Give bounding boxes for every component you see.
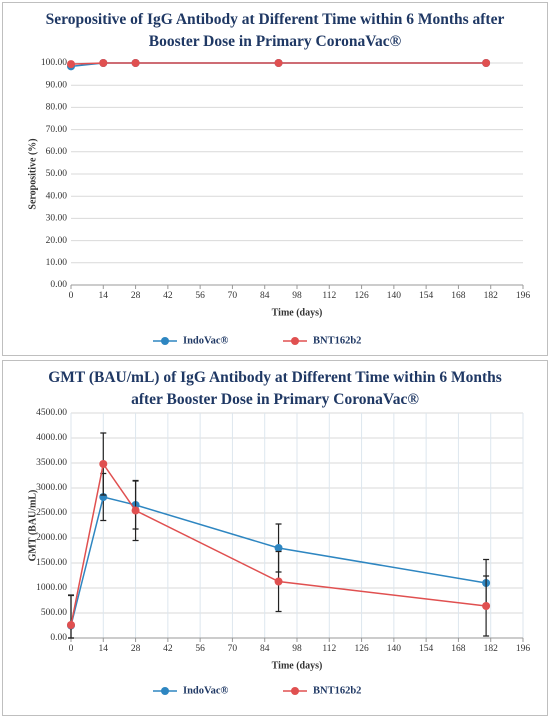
y-tick-label: 0.00	[50, 280, 67, 290]
x-tick-label: 70	[228, 644, 238, 654]
y-tick-label: 100.00	[41, 58, 67, 68]
legend-label: IndoVac®	[183, 335, 229, 346]
data-point	[274, 544, 283, 552]
x-tick-label: 182	[484, 291, 499, 301]
data-point	[131, 506, 140, 515]
x-tick-label: 84	[260, 644, 270, 654]
x-tick-label: 196	[516, 644, 531, 654]
legend-marker	[291, 687, 299, 695]
data-point	[482, 59, 491, 67]
y-tick-label: 90.00	[46, 80, 68, 90]
x-axis-label: Time (days)	[272, 307, 323, 318]
data-point	[131, 59, 140, 67]
x-tick-label: 56	[195, 644, 205, 654]
y-tick-label: 80.00	[46, 103, 68, 113]
legend-label: IndoVac®	[183, 685, 229, 696]
y-tick-label: 4000.00	[36, 433, 67, 443]
x-tick-label: 154	[419, 291, 434, 301]
y-tick-label: 20.00	[46, 236, 68, 246]
x-tick-label: 42	[163, 644, 173, 654]
y-tick-label: 70.00	[46, 125, 68, 135]
x-tick-label: 28	[131, 291, 141, 301]
y-tick-label: 3500.00	[36, 458, 67, 468]
data-point	[67, 621, 75, 629]
chart-title: GMT (BAU/mL) of IgG Antibody at Differen…	[48, 369, 502, 408]
y-tick-label: 60.00	[46, 147, 68, 157]
data-point	[482, 602, 491, 610]
legend-label: BNT162b2	[313, 335, 361, 346]
x-tick-label: 182	[484, 644, 499, 654]
y-tick-label: 40.00	[46, 191, 68, 201]
x-tick-label: 126	[354, 291, 369, 301]
y-tick-label: 2500.00	[36, 508, 67, 518]
legend-marker	[161, 687, 169, 695]
x-tick-label: 14	[99, 291, 109, 301]
chart: 0.00 10.00 20.00 30.00 40.00 50.00 60.00 70.00 8…	[27, 58, 531, 346]
x-tick-label: 168	[451, 644, 466, 654]
x-tick-label: 28	[131, 644, 141, 654]
x-tick-label: 140	[387, 291, 402, 301]
x-tick-label: 112	[322, 644, 336, 654]
legend-label: BNT162b2	[313, 685, 361, 696]
x-tick-label: 112	[322, 291, 336, 301]
x-tick-label: 98	[292, 644, 302, 654]
y-tick-label: 2000.00	[36, 533, 67, 543]
y-tick-label: 1000.00	[36, 583, 67, 593]
x-tick-label: 154	[419, 644, 434, 654]
data-point	[67, 60, 75, 69]
legend-marker	[161, 337, 169, 345]
chart-title: Seropositive of IgG Antibody at Differen…	[45, 11, 505, 50]
x-tick-label: 168	[451, 291, 466, 301]
x-tick-label: 56	[195, 291, 205, 301]
x-tick-label: 84	[260, 291, 270, 301]
x-tick-label: 14	[99, 644, 109, 654]
x-tick-label: 126	[354, 644, 369, 654]
x-tick-label: 70	[228, 291, 238, 301]
y-tick-label: 30.00	[46, 214, 68, 224]
chart-panel: 0.00 10.00 20.00 30.00 40.00 50.00 60.00 70.00 8…	[2, 2, 548, 356]
chart: 0.00 500.00 1000.00 1500.00 2000.00 2500.00 30…	[27, 408, 531, 696]
legend-marker	[291, 337, 299, 345]
y-axis-label: GMT (BAU/mL)	[27, 490, 38, 562]
x-tick-label: 98	[292, 291, 302, 301]
x-tick-label: 0	[69, 291, 74, 301]
y-tick-label: 0.00	[50, 633, 67, 643]
y-tick-label: 500.00	[41, 608, 67, 618]
x-tick-label: 42	[163, 291, 173, 301]
x-tick-label: 140	[387, 644, 402, 654]
error-bar	[68, 594, 74, 639]
y-tick-label: 4500.00	[36, 408, 67, 418]
data-point	[99, 460, 108, 468]
data-point	[99, 59, 108, 67]
y-axis-label: Seropositive (%)	[27, 138, 38, 209]
y-tick-label: 10.00	[46, 258, 68, 268]
data-point	[274, 577, 283, 586]
x-tick-label: 196	[516, 291, 531, 301]
y-tick-label: 1500.00	[36, 558, 67, 568]
x-axis-label: Time (days)	[272, 660, 323, 671]
data-point	[274, 59, 283, 67]
chart-panel: 0.00 500.00 1000.00 1500.00 2000.00 2500.00 30…	[2, 360, 548, 716]
x-tick-label: 0	[69, 644, 74, 654]
y-tick-label: 50.00	[46, 169, 68, 179]
y-tick-label: 3000.00	[36, 483, 67, 493]
